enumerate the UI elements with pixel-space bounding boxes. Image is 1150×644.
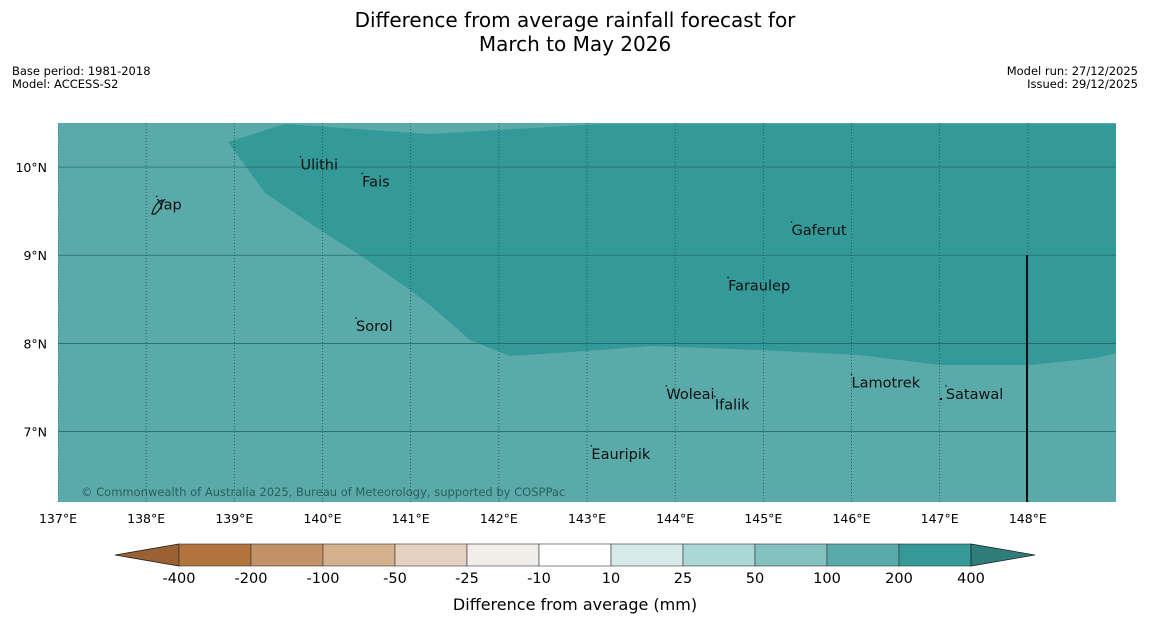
colorbar-tick-label: 10 [602, 571, 620, 587]
map-axes: 137°E 138°E 139°E 140°E 141°E 142°E 143°E 144°E… [15, 160, 1046, 526]
colorbar-tick-label: 400 [957, 571, 985, 587]
rainfall-zone-200-400 [228, 124, 1116, 365]
place-label: Ifalik [715, 397, 750, 413]
issued-date: Issued: 29/12/2025 [1027, 77, 1138, 91]
colorbar-swatch [826, 543, 900, 567]
longitude-tick-label: 146°E [832, 511, 870, 526]
latitude-tick-label: 8°N [23, 336, 47, 351]
place-marker [790, 221, 793, 223]
longitude-tick-label: 142°E [480, 511, 518, 526]
colorbar-tick-label: 100 [813, 571, 841, 587]
place-label: Woleai [666, 387, 714, 403]
place-marker [590, 445, 593, 447]
colorbar-swatch [682, 543, 756, 567]
place-label: Yap [156, 197, 182, 213]
colorbar-swatch [394, 543, 468, 567]
title-line-2: March to May 2026 [478, 32, 672, 56]
longitude-tick-label: 143°E [568, 511, 606, 526]
place-label: Faraulep [728, 278, 790, 294]
longitude-tick-label: 139°E [215, 511, 253, 526]
colorbar-tick-label: 200 [885, 571, 913, 587]
place-marker [727, 276, 729, 279]
latitude-tick-label: 9°N [23, 248, 47, 263]
place-marker [850, 373, 853, 376]
colorbar-swatch [754, 543, 828, 567]
colorbar-swatch [610, 543, 684, 567]
colorbar-tick-label: -100 [307, 571, 340, 587]
base-period: Base period: 1981-2018 [12, 64, 151, 78]
place-marker [299, 155, 302, 158]
colorbar-tick-label: -400 [163, 571, 196, 587]
islet-marker [939, 397, 943, 401]
longitude-tick-label: 147°E [921, 511, 959, 526]
colorbar-swatch [322, 543, 396, 567]
legend-title: Difference from average (mm) [453, 595, 697, 614]
place-label: Lamotrek [852, 375, 921, 391]
place-marker [361, 172, 363, 175]
model-run: Model run: 27/12/2025 [1006, 64, 1138, 78]
latitude-tick-label: 10°N [15, 160, 47, 175]
colorbar-legend: -400 -200 -100 -50 -25 -10 10 25 50 100 200 400 [114, 543, 1036, 587]
colorbar-high-extension [970, 543, 1036, 567]
place-marker [665, 385, 668, 387]
longitude-tick-label: 148°E [1009, 511, 1047, 526]
colorbar-swatch [178, 543, 252, 567]
longitude-tick-label: 137°E [39, 511, 77, 526]
colorbar-tick-label: -200 [235, 571, 268, 587]
model-name: Model: ACCESS-S2 [12, 77, 119, 91]
gridlines [58, 123, 1116, 502]
place-label: Ulithi [300, 158, 338, 174]
colorbar-tick-label: -25 [455, 571, 479, 587]
colorbar-tick-label: 50 [746, 571, 764, 587]
colorbar-swatch [898, 543, 972, 567]
longitude-tick-label: 144°E [656, 511, 694, 526]
map-area: Ulithi Fais Yap Gaferut Faraulep Sorol Lamotre… [58, 123, 1116, 502]
colorbar-swatch [538, 543, 612, 567]
colorbar-swatch [466, 543, 540, 567]
place-labels: Ulithi Fais Yap Gaferut Faraulep Sorol Lamotre… [155, 155, 1003, 463]
place-marker [945, 385, 947, 387]
latitude-tick-label: 7°N [23, 424, 47, 439]
colorbar-tick-label: -10 [527, 571, 551, 587]
longitude-tick-label: 145°E [744, 511, 782, 526]
longitude-tick-label: 138°E [127, 511, 165, 526]
colorbar-swatch [250, 543, 324, 567]
copyright-notice: © Commonwealth of Australia 2025, Bureau… [81, 485, 565, 499]
meta-right: Model run: 27/12/2025 Issued: 29/12/2025 [1007, 65, 1138, 91]
colorbar-tick-label: -50 [383, 571, 407, 587]
place-label: Fais [362, 174, 389, 190]
place-marker [155, 195, 158, 198]
place-label: Eauripik [591, 447, 650, 463]
place-marker [714, 395, 716, 398]
longitude-tick-label: 140°E [303, 511, 341, 526]
place-label: Gaferut [792, 223, 847, 239]
meta-left: Base period: 1981-2018 Model: ACCESS-S2 [12, 65, 151, 91]
colorbar-tick-label: 25 [674, 571, 692, 587]
map-title: Difference from average rainfall forecas… [0, 8, 1150, 56]
place-marker [355, 317, 357, 319]
title-line-1: Difference from average rainfall forecas… [354, 8, 796, 32]
place-label: Sorol [356, 319, 393, 335]
yap-island-outline [151, 199, 163, 215]
colorbar-low-extension [114, 543, 180, 567]
longitude-tick-label: 141°E [392, 511, 430, 526]
place-label: Satawal [946, 387, 1003, 403]
